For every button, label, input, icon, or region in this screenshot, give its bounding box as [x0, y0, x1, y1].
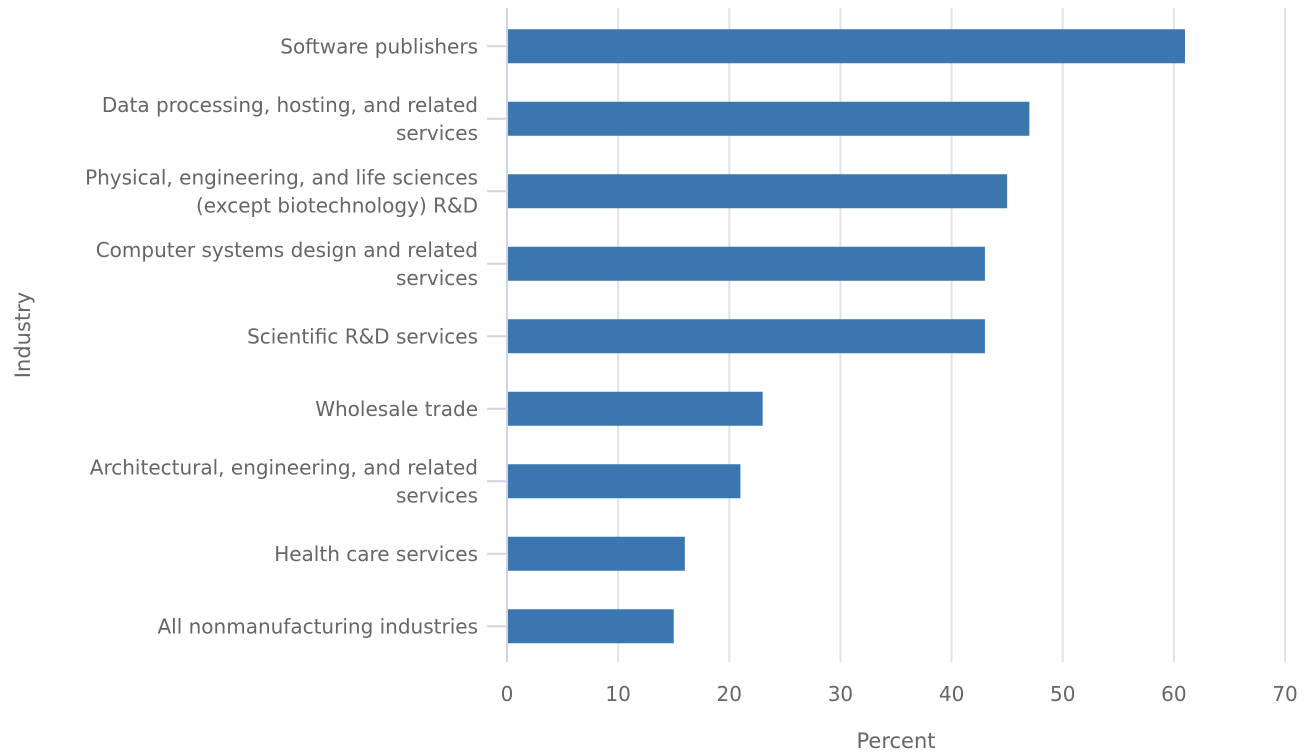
axes: 0 10 20 30 40 50 60 70 Software publishers Data p… — [85, 8, 1298, 706]
category-label: Scientific R&D services — [247, 324, 478, 348]
category-label: Computer systems design and related — [96, 238, 478, 262]
x-tick-label: 0 — [501, 682, 514, 706]
bar — [507, 29, 1185, 64]
category-label: (except biotechnology) R&D — [196, 193, 478, 217]
category-label: services — [396, 266, 478, 290]
bar — [507, 246, 985, 281]
bar — [507, 174, 1008, 209]
bar — [507, 101, 1030, 136]
category-label: Wholesale trade — [315, 397, 478, 421]
bar — [507, 609, 674, 644]
category-label: Software publishers — [280, 34, 478, 58]
bar — [507, 464, 741, 499]
y-axis-title: Industry — [11, 292, 35, 378]
x-axis-title: Percent — [856, 729, 935, 753]
x-tick-label: 20 — [717, 682, 742, 706]
category-label: Data processing, hosting, and related — [102, 93, 478, 117]
bars — [507, 29, 1185, 644]
x-tick-label: 60 — [1161, 682, 1186, 706]
category-label: Architectural, engineering, and related — [90, 455, 478, 479]
x-tick-label: 30 — [828, 682, 853, 706]
category-label: Health care services — [274, 542, 478, 566]
x-tick-label: 40 — [939, 682, 964, 706]
category-label: Physical, engineering, and life sciences — [85, 165, 478, 189]
x-tick-label: 10 — [605, 682, 630, 706]
category-label: services — [396, 121, 478, 145]
x-tick-label: 50 — [1050, 682, 1075, 706]
category-label: services — [396, 483, 478, 507]
bar — [507, 391, 763, 426]
category-label: All nonmanufacturing industries — [157, 614, 478, 638]
x-tick-label: 70 — [1272, 682, 1297, 706]
bar — [507, 319, 985, 354]
bar — [507, 536, 685, 571]
